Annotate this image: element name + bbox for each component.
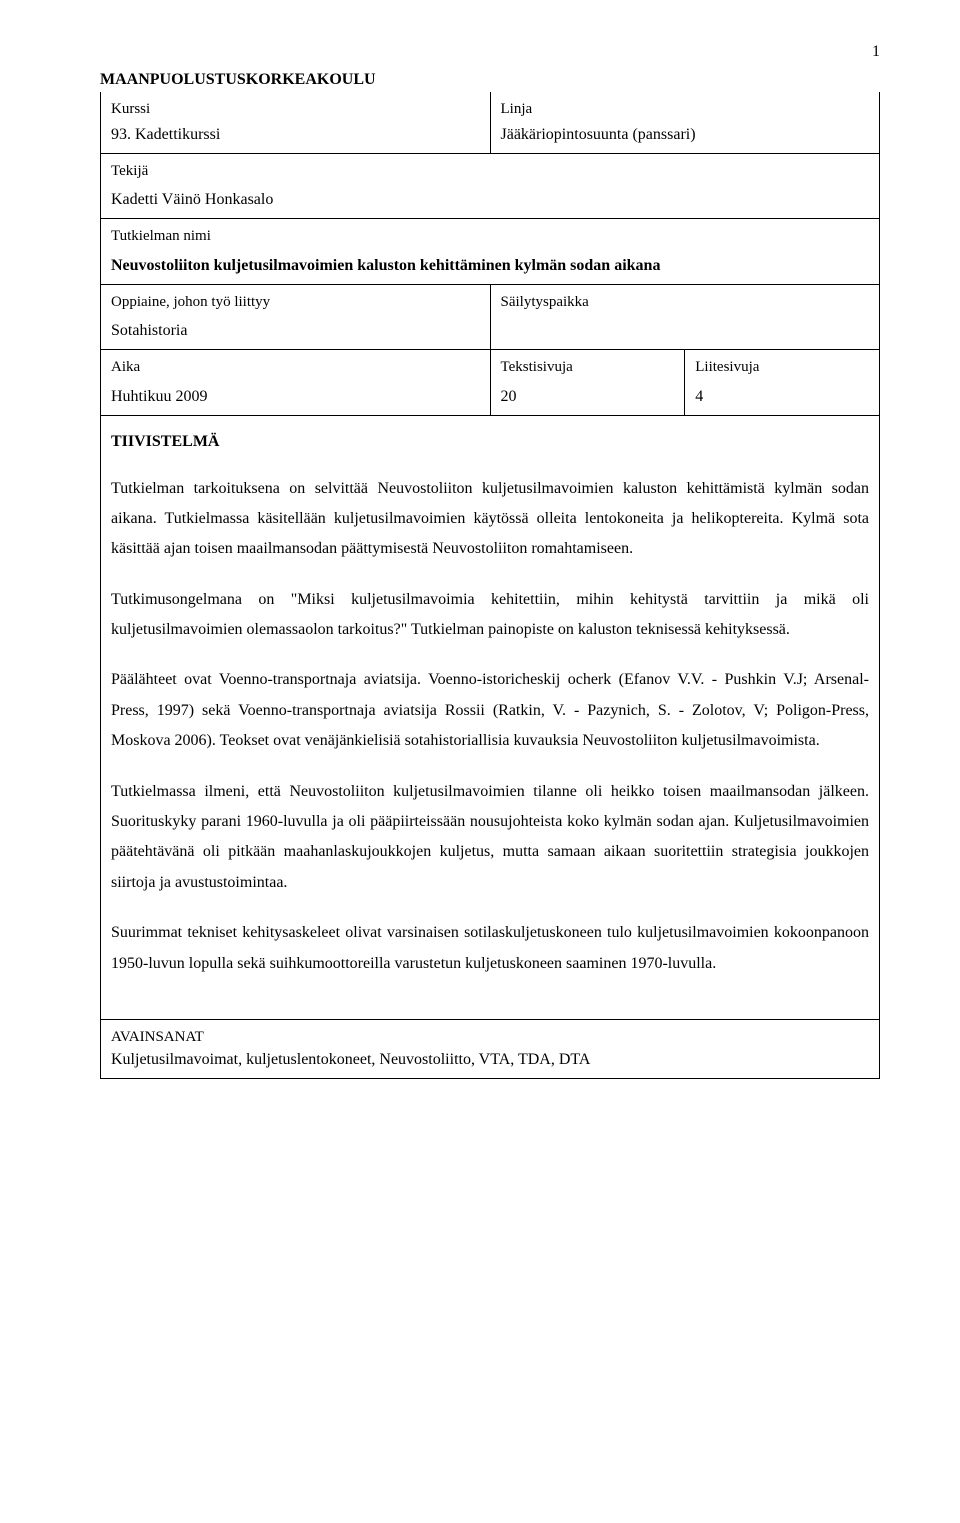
abstract-body: Tutkielman tarkoituksena on selvittää Ne… bbox=[111, 474, 869, 979]
keywords-value: Kuljetusilmavoimat, kuljetuslentokoneet,… bbox=[111, 1048, 869, 1072]
metadata-table: Kurssi 93. Kadettikurssi Linja Jääkäriop… bbox=[100, 92, 880, 1079]
abstract-paragraph: Tutkimusongelmana on "Miksi kuljetusilma… bbox=[111, 585, 869, 646]
time-label: Aika bbox=[111, 356, 480, 379]
line-value: Jääkäriopintosuunta (panssari) bbox=[501, 123, 870, 147]
thesis-title: Neuvostoliiton kuljetusilmavoimien kalus… bbox=[111, 254, 869, 278]
abstract-paragraph: Päälähteet ovat Voenno-transportnaja avi… bbox=[111, 665, 869, 756]
storage-label: Säilytyspaikka bbox=[501, 291, 870, 314]
page-number: 1 bbox=[100, 40, 880, 64]
textpages-value: 20 bbox=[501, 385, 675, 409]
textpages-label: Tekstisivuja bbox=[501, 356, 675, 379]
institution-name: MAANPUOLUSTUSKORKEAKOULU bbox=[100, 68, 880, 92]
thesis-name-label: Tutkielman nimi bbox=[111, 225, 869, 248]
abstract-paragraph: Suurimmat tekniset kehitysaskeleet oliva… bbox=[111, 918, 869, 979]
abstract-paragraph: Tutkielmassa ilmeni, että Neuvostoliiton… bbox=[111, 777, 869, 899]
subject-value: Sotahistoria bbox=[111, 319, 480, 343]
keywords-label: AVAINSANAT bbox=[111, 1026, 869, 1049]
author-value: Kadetti Väinö Honkasalo bbox=[111, 188, 869, 212]
course-value: 93. Kadettikurssi bbox=[111, 123, 480, 147]
subject-label: Oppiaine, johon työ liittyy bbox=[111, 291, 480, 314]
time-value: Huhtikuu 2009 bbox=[111, 385, 480, 409]
abstract-heading: TIIVISTELMÄ bbox=[111, 430, 869, 454]
attachpages-value: 4 bbox=[695, 385, 869, 409]
course-label: Kurssi bbox=[111, 98, 480, 121]
author-label: Tekijä bbox=[111, 160, 869, 183]
line-label: Linja bbox=[501, 98, 870, 121]
attachpages-label: Liitesivuja bbox=[695, 356, 869, 379]
abstract-paragraph: Tutkielman tarkoituksena on selvittää Ne… bbox=[111, 474, 869, 565]
